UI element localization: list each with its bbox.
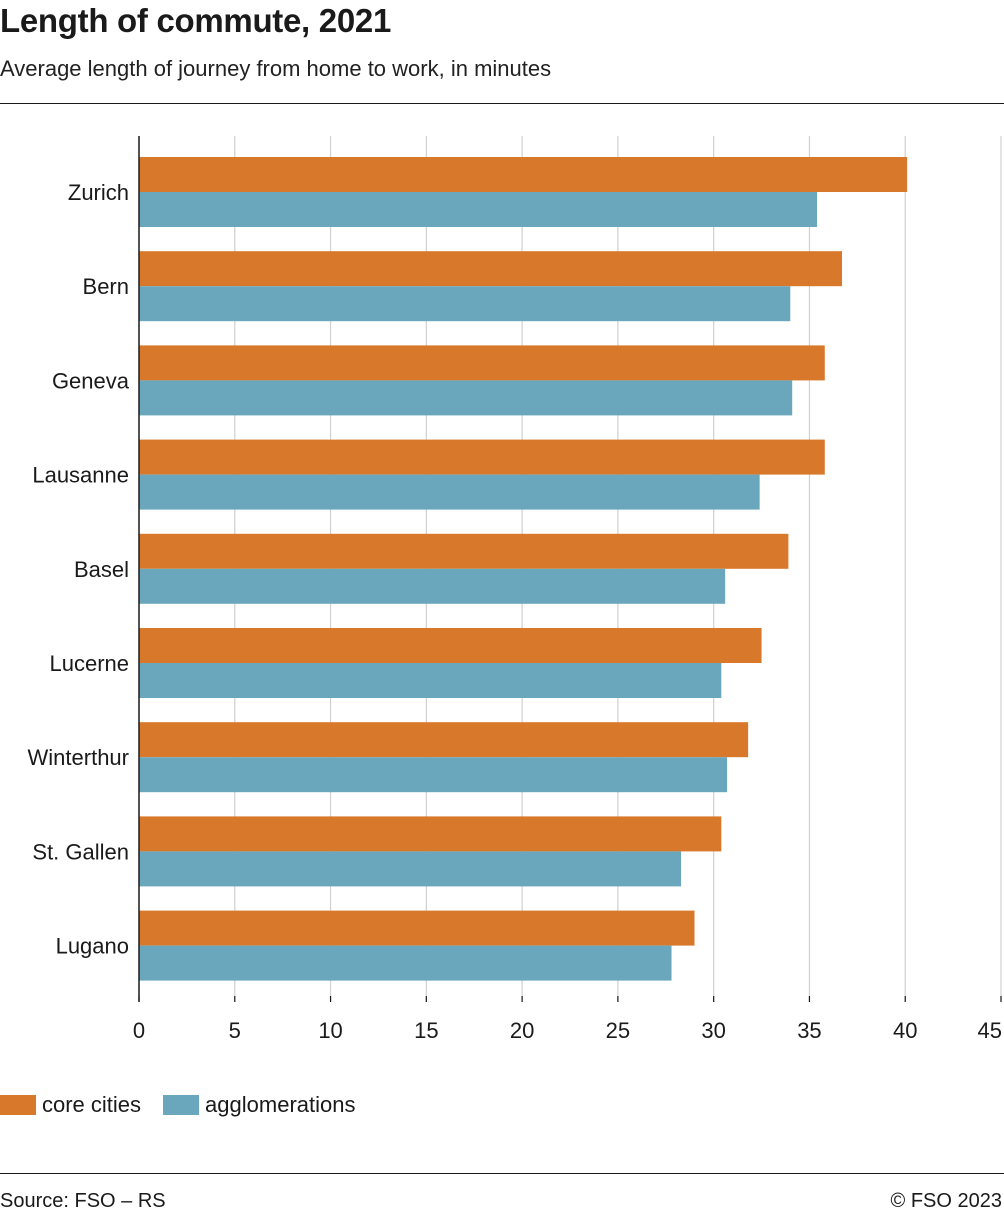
x-tick-label-15: 15 [414,1018,438,1043]
bar-st-gallen-core [139,816,722,852]
bars [139,157,908,981]
bar-geneva-core [139,345,825,381]
bar-zurich-core [139,157,908,192]
bar-st-gallen-agglo [139,851,682,887]
category-label-zurich: Zurich [68,180,129,205]
x-tick-labels: 0 5 10 15 20 25 30 35 40 45 [133,1018,1002,1043]
x-tick-label-20: 20 [510,1018,534,1043]
bar-geneva-agglo [139,380,793,416]
category-label-geneva: Geneva [52,368,130,393]
legend-label-agglo: agglomerations [205,1092,356,1117]
bar-basel-agglo [139,568,726,604]
chart-title: Length of commute, 2021 [0,2,392,39]
category-label-basel: Basel [74,557,129,582]
category-label-lugano: Lugano [56,934,129,959]
legend-swatch-core [0,1095,36,1115]
x-tick-label-25: 25 [606,1018,630,1043]
legend-swatch-agglo [163,1095,200,1115]
bar-lugano-agglo [139,945,672,981]
bar-basel-core [139,533,789,569]
category-label-lausanne: Lausanne [32,463,129,488]
x-tick-label-35: 35 [797,1018,821,1043]
bar-chart: Zurich Bern Geneva Lausanne Basel Lucerne Wint… [28,136,1002,1043]
legend-item-core: core cities [0,1092,141,1118]
bar-lugano-core [139,910,695,946]
x-tick-label-10: 10 [318,1018,342,1043]
x-tick-label-30: 30 [701,1018,725,1043]
bar-bern-core [139,251,843,287]
bar-bern-agglo [139,286,791,322]
x-tick-label-5: 5 [229,1018,241,1043]
category-label-lucerne: Lucerne [49,651,129,676]
bar-winterthur-agglo [139,757,728,793]
chart-subtitle: Average length of journey from home to w… [0,56,552,81]
source-note: Source: FSO – RS [0,1190,166,1212]
x-tick-label-40: 40 [893,1018,917,1043]
legend: core cities agglomerations [0,1092,377,1118]
footer-rule [0,1173,1004,1174]
x-tick-label-0: 0 [133,1018,145,1043]
bar-lausanne-core [139,439,825,475]
bar-lucerne-agglo [139,663,722,698]
header-rule [0,103,1004,104]
category-label-st-gallen: St. Gallen [32,839,129,864]
legend-label-core: core cities [42,1092,142,1117]
category-label-bern: Bern [83,274,129,299]
bar-zurich-agglo [139,192,818,227]
x-tick-label-45: 45 [978,1018,1002,1043]
bar-winterthur-core [139,722,749,758]
category-label-winterthur: Winterthur [28,745,129,770]
legend-item-agglo: agglomerations [163,1092,355,1118]
copyright-note: © FSO 2023 [890,1190,1002,1212]
bar-lausanne-agglo [139,474,760,510]
bar-lucerne-core [139,628,762,663]
category-labels: Zurich Bern Geneva Lausanne Basel Lucerne Wint… [28,180,130,959]
